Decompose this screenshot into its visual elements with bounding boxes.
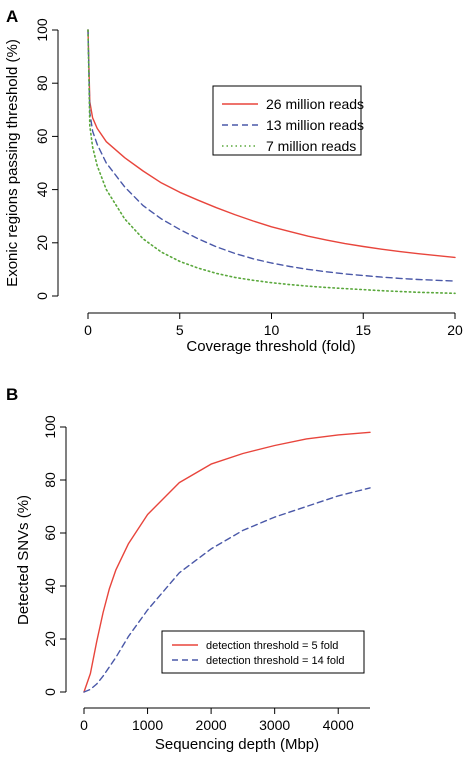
legend-label: 13 million reads [266, 117, 364, 133]
series-line-2 [87, 29, 456, 282]
legend-label: detection threshold = 14 fold [206, 655, 345, 667]
panel-a-letter: A [6, 7, 18, 26]
panel-b: B 0 1000 2000 3000 4000 0 20 40 60 80 100 Sequenc… [6, 385, 371, 753]
y-tick-label: 80 [34, 75, 50, 91]
panel-a-x-ticks: 0 5 10 15 20 [84, 313, 463, 338]
panel-b-series [83, 431, 371, 693]
x-tick-label: 3000 [259, 717, 290, 733]
panel-b-y-ticks: 0 20 40 60 80 100 [42, 415, 66, 696]
panel-a-y-axis-label: Exonic regions passing threshold (%) [4, 39, 21, 287]
legend-label: detection threshold = 5 fold [206, 640, 338, 652]
panel-a-y-ticks: 0 20 40 60 80 100 [34, 18, 58, 300]
panel-b-y-axis-label: Detected SNVs (%) [15, 495, 32, 625]
panel-a-legend: 26 million reads 13 million reads 7 millio… [212, 85, 364, 156]
y-tick-label: 100 [42, 415, 58, 439]
panel-b-legend: detection threshold = 5 fold detection th… [161, 630, 365, 674]
panel-a-axes [57, 30, 455, 314]
series-line-2 [83, 487, 371, 693]
y-tick-label: 20 [34, 235, 50, 251]
legend-label: 7 million reads [266, 138, 356, 154]
panel-b-x-ticks: 0 1000 2000 3000 4000 [80, 708, 354, 733]
panel-a-x-axis-label: Coverage threshold (fold) [186, 338, 355, 355]
panel-a-legend-box [212, 85, 362, 156]
x-tick-label: 10 [264, 322, 280, 338]
x-tick-label: 5 [176, 322, 184, 338]
y-tick-label: 40 [42, 578, 58, 594]
x-tick-label: 1000 [132, 717, 163, 733]
legend-label: 26 million reads [266, 96, 364, 112]
panel-b-legend-box [161, 630, 365, 674]
y-tick-label: 20 [42, 631, 58, 647]
panel-b-letter: B [6, 385, 18, 404]
y-tick-label: 80 [42, 472, 58, 488]
series-line-1 [83, 431, 371, 693]
y-tick-label: 0 [42, 688, 58, 696]
x-tick-label: 0 [80, 717, 88, 733]
panel-a-series [87, 29, 456, 295]
y-tick-label: 100 [34, 18, 50, 42]
panel-a: A 0 5 10 15 20 0 20 40 60 80 100 Coverage thresho… [4, 7, 463, 355]
series-line-3 [87, 29, 456, 295]
x-tick-label: 4000 [323, 717, 354, 733]
x-tick-label: 0 [84, 322, 92, 338]
y-tick-label: 60 [34, 128, 50, 144]
panel-b-axes [65, 427, 370, 709]
y-tick-label: 0 [34, 292, 50, 300]
x-tick-label: 20 [447, 322, 463, 338]
series-line-1 [87, 29, 456, 259]
y-tick-label: 40 [34, 182, 50, 198]
panel-b-x-axis-label: Sequencing depth (Mbp) [155, 736, 319, 753]
x-tick-label: 2000 [196, 717, 227, 733]
y-tick-label: 60 [42, 525, 58, 541]
x-tick-label: 15 [355, 322, 371, 338]
